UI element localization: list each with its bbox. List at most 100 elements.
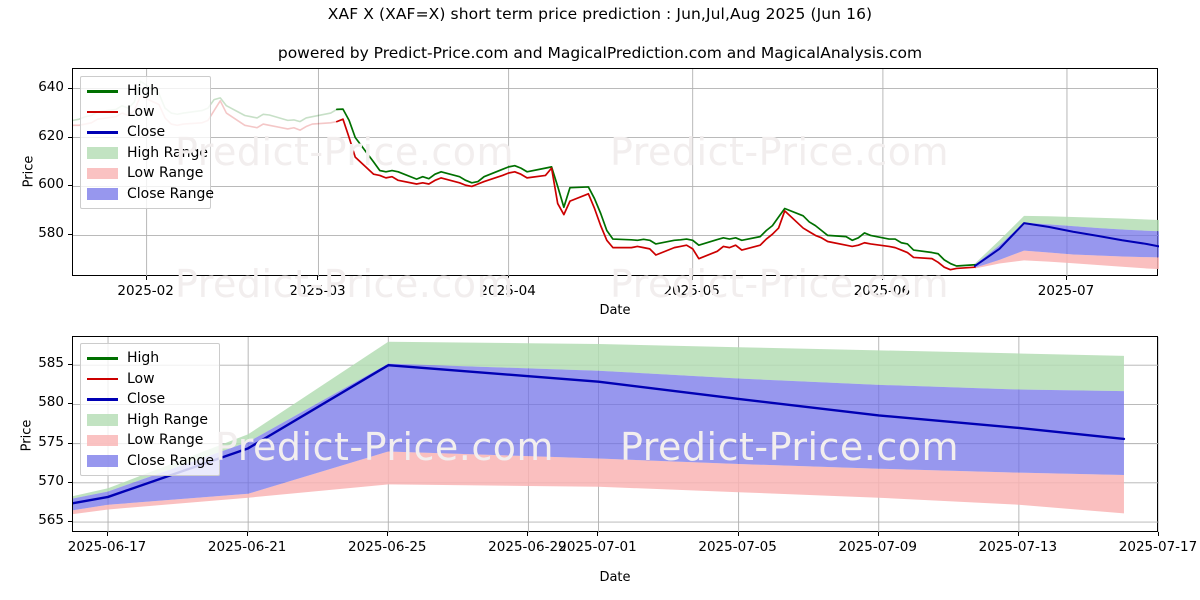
legend-item-high-range: High Range xyxy=(87,410,212,431)
y-tick-label: 580 xyxy=(38,225,64,242)
y-tick-mark xyxy=(68,442,72,444)
legend-item-close: Close xyxy=(87,122,203,143)
legend-label: Low xyxy=(127,370,155,387)
x-tick-label: 2025-07 xyxy=(1037,283,1095,299)
legend-label: Close xyxy=(127,391,166,408)
legend-swatch-low-icon xyxy=(87,373,118,385)
x-tick-mark xyxy=(145,276,147,280)
legend-item-high-range: High Range xyxy=(87,143,208,164)
figure-subtitle: powered by Predict-Price.com and Magical… xyxy=(277,44,923,62)
y-tick-mark xyxy=(68,521,72,523)
y-tick-mark xyxy=(68,364,72,366)
x-tick-label: 2025-06 xyxy=(853,283,911,299)
legend-item-low-range: Low Range xyxy=(87,430,212,451)
legend-item-high: High xyxy=(87,348,212,369)
legend-label: Close xyxy=(127,124,166,141)
legend-swatch-low-range-icon xyxy=(87,167,118,180)
x-tick-mark xyxy=(527,532,529,536)
x-tick-label: 2025-06-17 xyxy=(67,539,147,555)
x-tick-label: 2025-07-13 xyxy=(978,539,1058,555)
x-tick-mark xyxy=(507,276,509,280)
x-tick-mark xyxy=(881,276,883,280)
y-tick-label: 585 xyxy=(38,355,64,372)
close-range-band xyxy=(73,363,1124,511)
x-tick-label: 2025-07-05 xyxy=(698,539,777,555)
legend-label: Close Range xyxy=(127,452,214,469)
y-tick-label: 620 xyxy=(38,127,64,144)
x-tick-mark xyxy=(387,532,389,536)
legend-item-high: High xyxy=(87,81,203,102)
legend-item-close-range: Close Range xyxy=(87,451,214,472)
y-tick-mark xyxy=(68,136,72,138)
x-tick-mark xyxy=(107,532,109,536)
x-tick-mark xyxy=(247,532,249,536)
history-low-line xyxy=(335,118,976,271)
bottom-chart-legend: High Low Close High Range Low Range Close Ran… xyxy=(80,343,220,476)
x-tick-label: 2025-02 xyxy=(117,283,174,299)
x-tick-mark xyxy=(1017,532,1019,536)
legend-label: Low xyxy=(127,103,155,120)
x-tick-mark xyxy=(877,532,879,536)
legend-label: Close Range xyxy=(127,185,214,202)
x-tick-label: 2025-05 xyxy=(663,283,720,299)
y-tick-label: 570 xyxy=(38,472,64,489)
legend-swatch-high-range-icon xyxy=(87,147,118,159)
legend-swatch-close-icon xyxy=(87,126,118,138)
x-tick-mark xyxy=(1065,276,1067,280)
bottom-chart-xlabel: Date xyxy=(599,570,631,585)
x-tick-mark xyxy=(597,532,599,536)
high-range-band xyxy=(73,341,1124,499)
legend-item-low-range: Low Range xyxy=(87,163,203,184)
y-tick-mark xyxy=(68,403,72,405)
y-tick-mark xyxy=(68,185,72,187)
legend-label: High Range xyxy=(127,144,208,161)
x-tick-mark xyxy=(317,276,319,280)
high-range-band xyxy=(974,215,1159,265)
legend-swatch-close-range-icon xyxy=(87,455,118,467)
top-chart-ylabel: Price xyxy=(21,155,37,188)
top-chart-axes xyxy=(72,68,1159,277)
legend-swatch-close-range-icon xyxy=(87,188,118,200)
bottom-chart-axes xyxy=(72,336,1159,533)
y-tick-mark xyxy=(68,234,72,236)
legend-swatch-high-icon xyxy=(87,85,118,97)
x-tick-label: 2025-07-17 xyxy=(1118,539,1198,555)
legend-label: High Range xyxy=(127,411,208,428)
x-tick-label: 2025-06-25 xyxy=(348,539,427,555)
x-tick-label: 2025-04 xyxy=(479,283,536,299)
x-tick-label: 2025-06-29 xyxy=(488,539,567,555)
top-chart-xlabel: Date xyxy=(599,303,631,318)
y-tick-label: 565 xyxy=(38,512,64,529)
x-tick-mark xyxy=(691,276,693,280)
legend-swatch-close-icon xyxy=(87,393,118,405)
low-range-band xyxy=(73,451,1124,515)
y-tick-label: 580 xyxy=(38,394,64,411)
legend-label: High xyxy=(127,350,160,367)
close-prediction-line xyxy=(973,222,1159,267)
x-tick-mark xyxy=(1158,532,1159,536)
legend-swatch-low-icon xyxy=(87,106,118,118)
figure-title: XAF X (XAF=X) short term price predictio… xyxy=(327,5,873,23)
top-chart-legend: High Low Close High Range Low Range Close Ran… xyxy=(80,76,214,209)
low-range-band xyxy=(974,250,1159,270)
legend-swatch-low-range-icon xyxy=(87,434,118,447)
legend-label: High xyxy=(127,83,160,100)
x-tick-label: 2025-07-09 xyxy=(838,539,917,555)
history-high-line xyxy=(335,108,976,267)
legend-label: Low Range xyxy=(127,165,204,182)
close-range-band xyxy=(974,222,1159,268)
legend-swatch-high-range-icon xyxy=(87,414,118,426)
legend-swatch-high-icon xyxy=(87,352,118,364)
y-tick-label: 600 xyxy=(38,176,64,193)
y-tick-mark xyxy=(68,481,72,483)
legend-item-close: Close xyxy=(87,389,212,410)
x-tick-label: 2025-03 xyxy=(289,283,346,299)
y-tick-label: 640 xyxy=(38,78,64,95)
x-tick-mark xyxy=(737,532,739,536)
y-tick-label: 575 xyxy=(38,433,64,450)
x-tick-label: 2025-07-01 xyxy=(558,539,637,555)
legend-item-close-range: Close Range xyxy=(87,184,214,205)
legend-label: Low Range xyxy=(127,432,204,449)
legend-item-low: Low xyxy=(87,102,203,123)
